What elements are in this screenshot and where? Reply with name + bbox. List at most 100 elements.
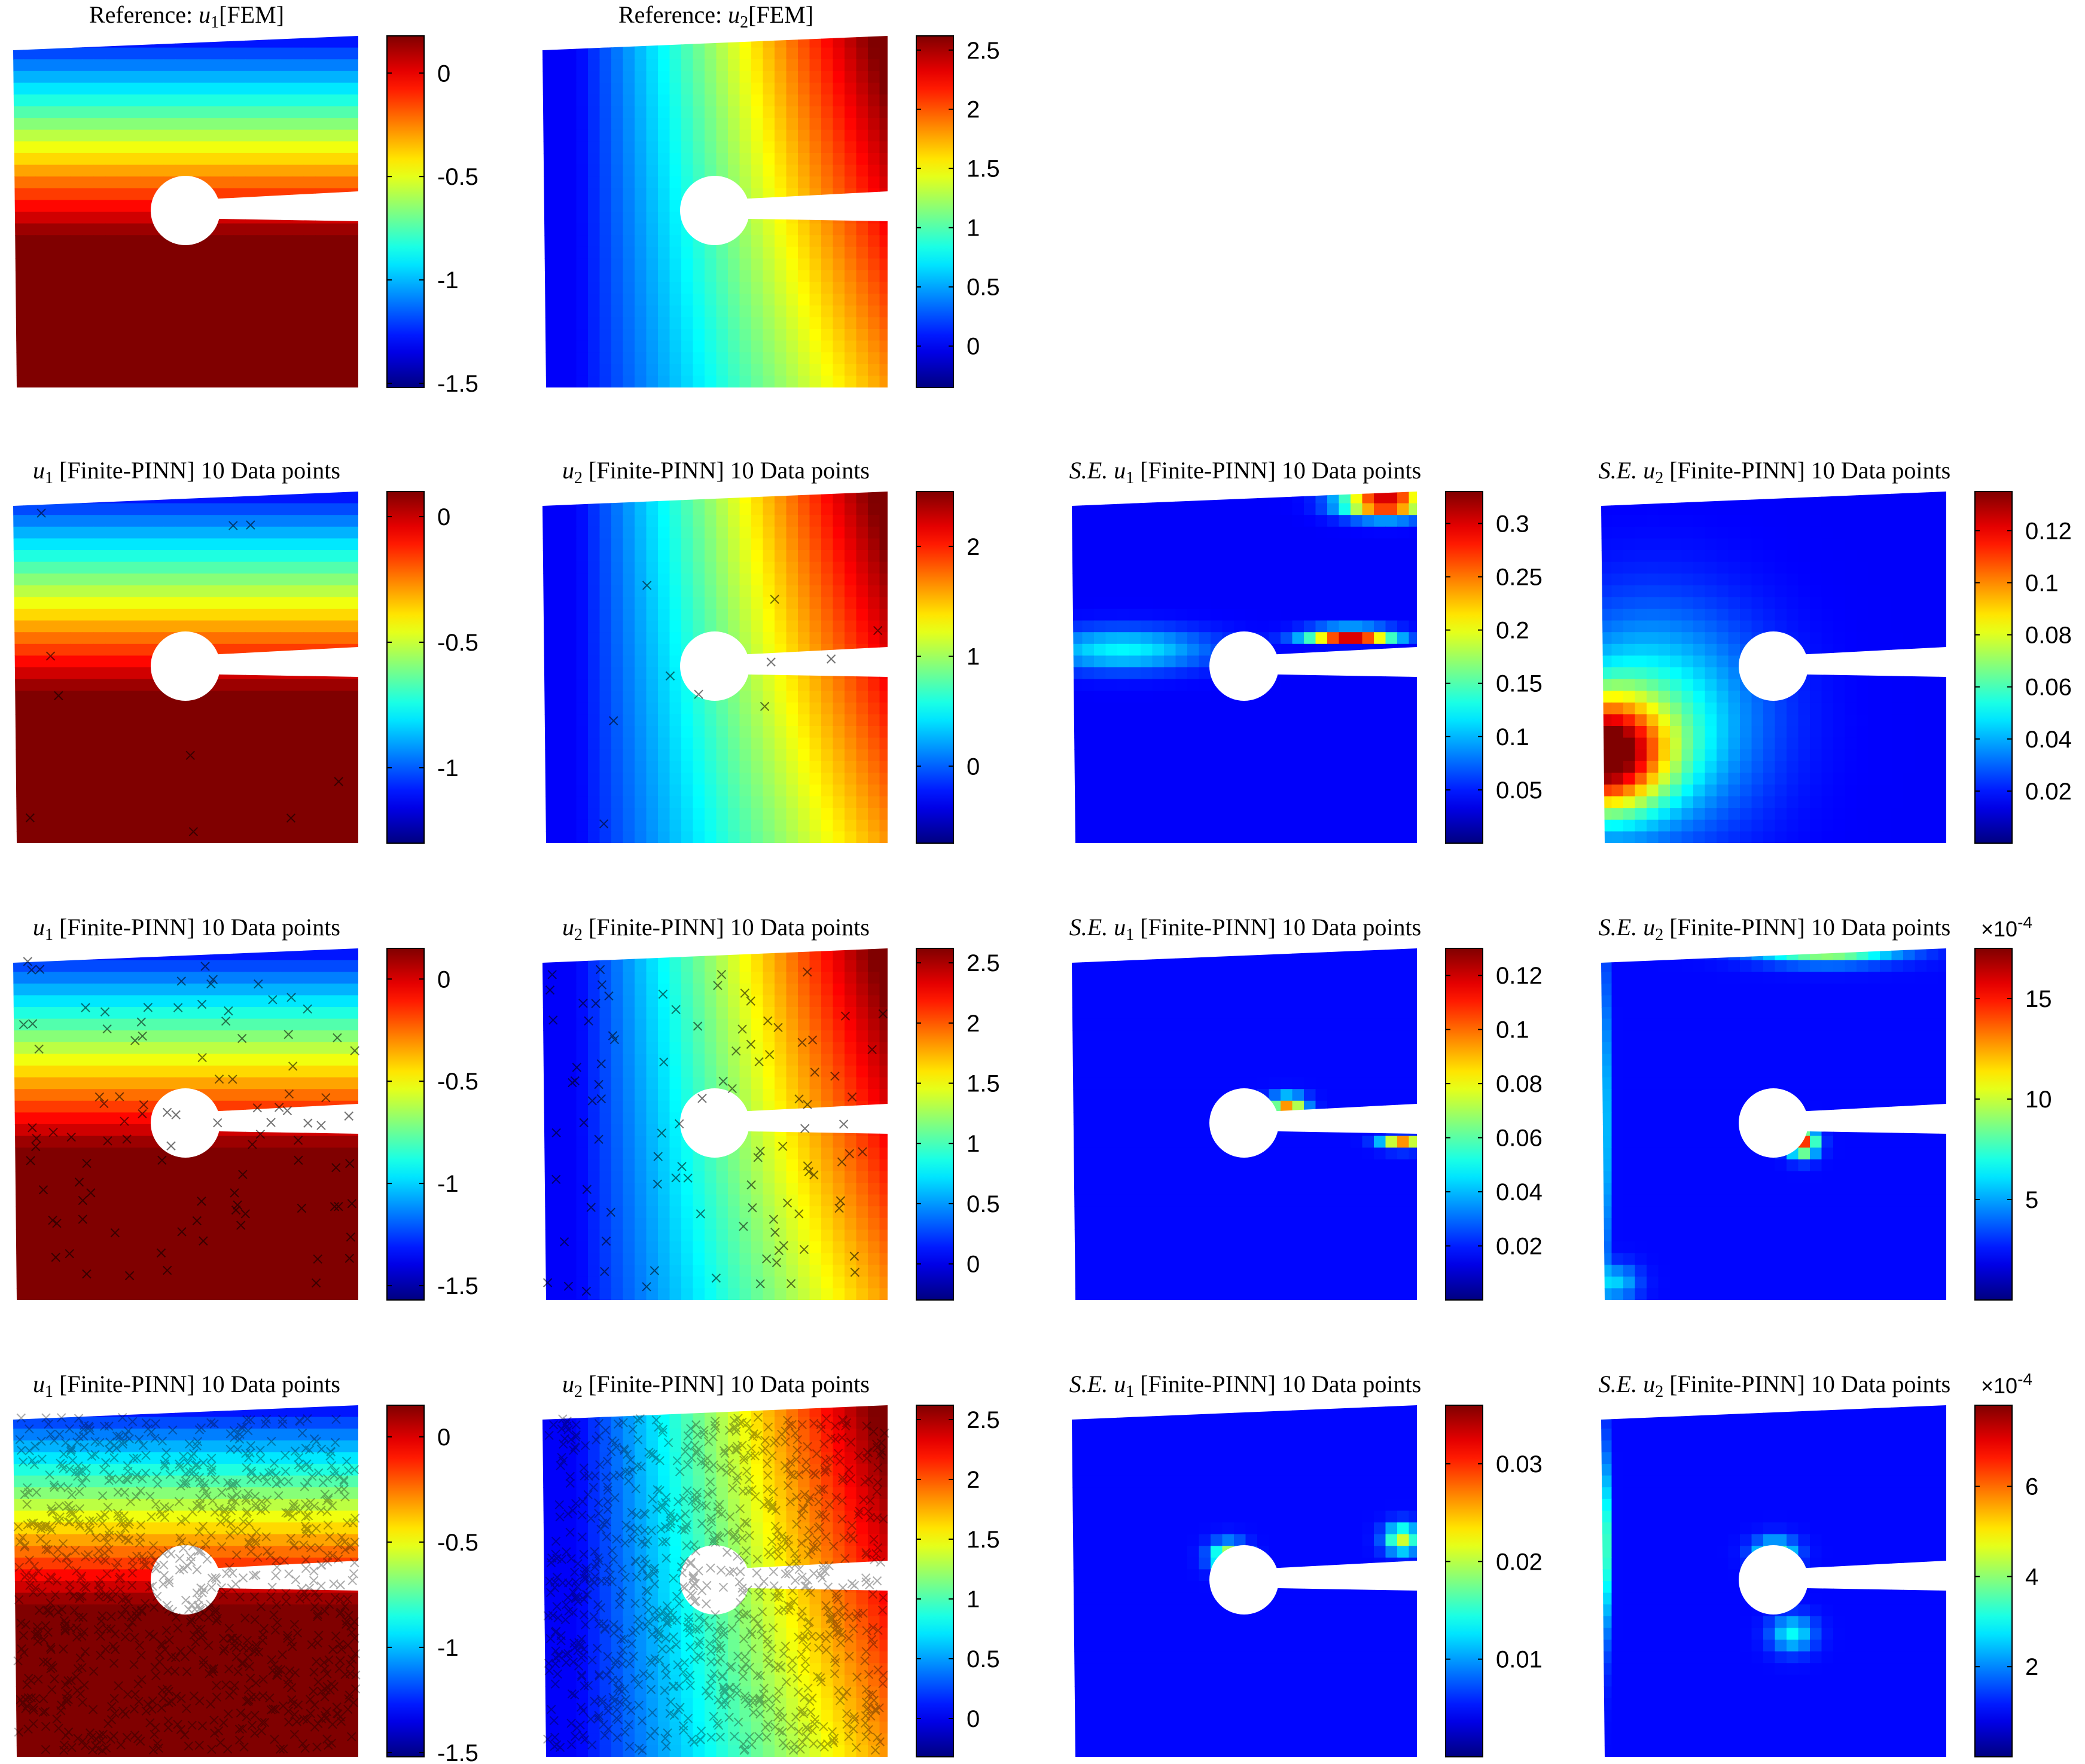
data-point — [694, 1566, 703, 1576]
data-point — [672, 1456, 682, 1466]
data-point — [219, 1646, 228, 1656]
data-point — [39, 1634, 49, 1644]
data-point — [272, 1562, 282, 1572]
data-point — [38, 1185, 48, 1195]
data-point — [246, 1692, 256, 1702]
data-point — [35, 965, 45, 974]
data-point — [242, 1696, 251, 1707]
data-point — [724, 1458, 734, 1469]
data-point — [219, 1513, 229, 1523]
data-point — [47, 1661, 56, 1671]
data-point — [801, 1457, 811, 1467]
data-point — [294, 1460, 303, 1470]
data-point — [790, 1576, 800, 1585]
data-point — [725, 1567, 734, 1577]
data-point — [50, 1674, 59, 1684]
colorbar-tick-label: 0.06 — [2025, 675, 2072, 701]
title-suffix: [FEM] — [748, 1, 813, 28]
data-point — [120, 1604, 130, 1615]
data-point — [550, 1577, 560, 1587]
data-point — [561, 1658, 571, 1668]
data-point — [246, 1466, 256, 1476]
data-point — [717, 1509, 727, 1519]
data-point — [216, 1517, 225, 1527]
data-point-markers — [13, 1412, 361, 1755]
data-point — [566, 1554, 576, 1564]
data-point — [129, 1454, 138, 1463]
data-point — [620, 1445, 629, 1455]
colorbar-exponent: ×10-4 — [1981, 1370, 2032, 1398]
data-point — [228, 1075, 237, 1084]
data-point — [104, 1545, 114, 1555]
data-point — [787, 1664, 797, 1674]
data-point — [713, 1657, 723, 1667]
data-point — [14, 1562, 25, 1572]
data-point — [766, 1703, 776, 1713]
data-point — [651, 1415, 661, 1425]
data-point — [702, 1501, 711, 1511]
data-point — [81, 1552, 90, 1562]
data-point — [699, 1426, 709, 1435]
data-point — [258, 1630, 268, 1640]
data-point — [245, 1673, 255, 1683]
data-point — [175, 1459, 184, 1469]
data-point — [145, 1718, 155, 1728]
data-point — [29, 1705, 38, 1715]
data-point — [166, 1141, 176, 1151]
data-point — [239, 1658, 248, 1668]
data-point — [769, 1487, 778, 1497]
data-point — [652, 1504, 662, 1514]
data-point — [860, 1477, 870, 1487]
data-point — [223, 1709, 233, 1719]
data-point — [198, 1521, 208, 1531]
data-point — [264, 1468, 274, 1478]
data-point — [304, 1503, 313, 1513]
data-point — [821, 1634, 831, 1644]
data-point — [802, 1642, 812, 1652]
data-point — [156, 1248, 166, 1258]
data-point — [573, 1646, 583, 1656]
data-point — [792, 1493, 801, 1502]
title-var: u — [33, 914, 45, 941]
chart-panel-1: Reference: u1[FEM]0-0.5-1-1.5 — [13, 1, 478, 397]
data-point — [847, 1579, 857, 1589]
data-point — [97, 1735, 106, 1745]
data-point — [192, 1588, 202, 1598]
data-point — [581, 1589, 592, 1600]
data-point — [571, 1577, 581, 1587]
data-point — [49, 1436, 59, 1445]
data-point — [582, 1185, 592, 1194]
data-point — [776, 1662, 786, 1672]
data-point — [77, 1662, 87, 1673]
title-var: u — [1643, 457, 1655, 484]
data-point — [781, 1741, 791, 1751]
data-point — [594, 1619, 604, 1629]
data-point — [300, 1499, 310, 1509]
data-point — [193, 1601, 203, 1610]
data-point — [631, 1484, 641, 1494]
data-point — [237, 1658, 246, 1668]
data-point — [547, 1704, 556, 1714]
data-point — [554, 1500, 564, 1510]
data-point — [141, 1418, 151, 1428]
data-point — [720, 1687, 730, 1698]
data-point — [558, 1456, 568, 1466]
data-point — [182, 1561, 193, 1571]
data-point — [792, 1445, 802, 1455]
data-point — [735, 1418, 745, 1428]
data-point — [612, 1534, 621, 1544]
data-point — [685, 1642, 695, 1652]
data-point — [551, 1549, 560, 1559]
data-point — [27, 965, 36, 975]
data-point — [77, 1591, 87, 1601]
data-point — [872, 1576, 882, 1586]
data-point — [818, 1509, 828, 1519]
data-point — [68, 1455, 78, 1465]
data-point — [233, 1634, 242, 1643]
data-point — [701, 1686, 711, 1696]
data-point — [815, 1673, 825, 1683]
data-point — [127, 1555, 137, 1565]
data-point — [179, 1479, 189, 1489]
data-point — [600, 1266, 609, 1277]
data-point — [115, 1092, 124, 1101]
